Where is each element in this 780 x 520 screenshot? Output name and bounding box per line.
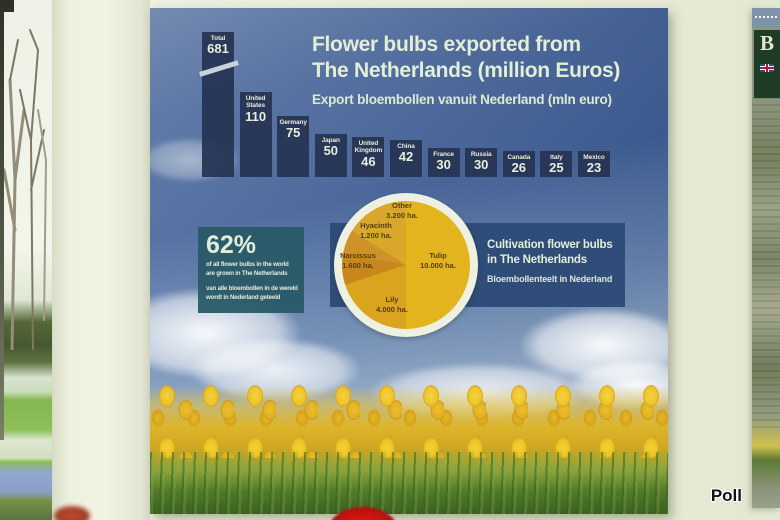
cultivation-subtitle: Bloembollenteelt in Nederland xyxy=(487,273,613,284)
bar-canada: Canada 26 xyxy=(502,151,535,177)
cultivation-text: Cultivation flower bulbs in The Netherla… xyxy=(487,238,613,284)
poster-title-line2: The Netherlands (million Euros) xyxy=(312,58,621,82)
window-view xyxy=(0,0,52,520)
adjacent-poster-letter: B xyxy=(759,31,774,55)
adjacent-poster-source-strip xyxy=(752,8,780,28)
bar-italy: Italy 25 xyxy=(540,151,573,177)
pie-label-narcissus: Narcissus 1.600 ha. xyxy=(340,251,376,270)
cultivation-title-line2: in The Netherlands xyxy=(487,253,587,266)
pie-label-tulip: Tulip 10.000 ha. xyxy=(420,251,456,270)
window-frame xyxy=(0,0,4,440)
poster-subtitle: Export bloembollen vanuit Nederland (mln… xyxy=(312,92,612,108)
window-frame-corner xyxy=(0,0,14,12)
poster-title-line1: Flower bulbs exported from xyxy=(312,33,581,56)
adjacent-poster: B xyxy=(752,8,780,508)
wall-pillar xyxy=(52,0,150,520)
bar-germany: Germany 75 xyxy=(277,116,310,177)
bar-chart: Total 681 United States 110 Germany 75 Japan 50… xyxy=(150,8,668,177)
bar-mexico: Mexico 23 xyxy=(578,151,610,177)
pie-label-other: Other 3.200 ha. xyxy=(386,201,418,220)
bar-united-kingdom: United Kingdom 46 xyxy=(352,137,385,177)
fact-box: 62% of all flower bulbs in the world are… xyxy=(198,227,304,313)
bar-france: France 30 xyxy=(427,148,460,177)
pie-chart: Tulip 10.000 ha. Lily 4.000 ha. Narcissus 1.6… xyxy=(340,201,470,329)
pie-label-hyacinth: Hyacinth 1.200 ha. xyxy=(360,221,392,240)
fact-en-line2: are grown in The Netherlands xyxy=(206,269,288,277)
bar-japan: Japan 50 xyxy=(314,134,347,177)
pie-label-lily: Lily 4.000 ha. xyxy=(376,295,408,314)
fact-nl-line1: van alle bloembollen in de wereld xyxy=(206,284,298,292)
bar-total: Total 681 xyxy=(199,32,239,177)
bar-united-states: United States 110 xyxy=(239,92,272,177)
fact-nl-line2: wordt in Nederland geteeld xyxy=(206,293,281,301)
bar-china: China 42 xyxy=(390,140,422,177)
micro-text xyxy=(755,16,777,18)
uk-flag-icon xyxy=(760,64,774,72)
axis-break-mark xyxy=(199,60,239,77)
poster-title-block: Flower bulbs exported from The Netherlan… xyxy=(312,32,662,107)
adjacent-poster-cover: B xyxy=(754,30,780,98)
bar-russia: Russia 30 xyxy=(465,148,498,177)
infographic-poster: Total 681 United States 110 Germany 75 Japan 50… xyxy=(150,8,668,514)
photo-watermark: Poll xyxy=(710,486,742,505)
pie-chart-ring: Tulip 10.000 ha. Lily 4.000 ha. Narcissus 1.6… xyxy=(334,193,478,337)
fact-en-line1: of all flower bulbs in the world xyxy=(206,261,289,268)
fact-headline: 62% xyxy=(206,231,257,259)
cultivation-title-line1: Cultivation flower bulbs xyxy=(487,239,613,251)
foreground-red-flower xyxy=(54,506,90,520)
bare-trees xyxy=(2,29,47,350)
tulip-field-photo xyxy=(150,380,668,514)
foreground-red-flower xyxy=(328,507,398,520)
